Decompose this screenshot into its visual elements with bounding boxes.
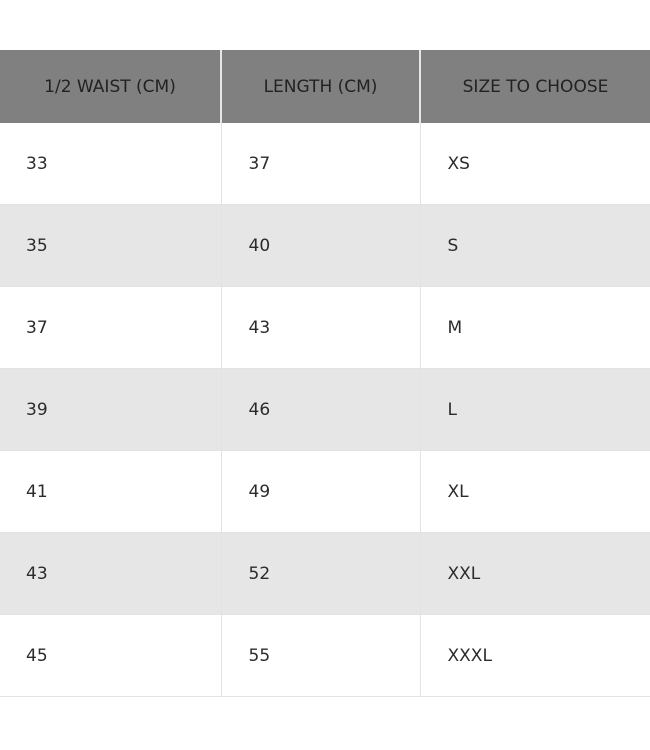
cell-size: L: [420, 368, 650, 451]
cell-length: 37: [221, 123, 421, 205]
cell-length: 43: [221, 286, 421, 369]
cell-length: 49: [221, 450, 421, 533]
cell-size: XXL: [420, 532, 650, 615]
size-chart-table: 1/2 WAIST (CM) LENGTH (CM) SIZE TO CHOOS…: [0, 50, 650, 697]
cell-waist: 43: [0, 532, 222, 615]
cell-length: 52: [221, 532, 421, 615]
table-row: 45 55 XXXL: [0, 614, 650, 697]
table-row: 39 46 L: [0, 368, 650, 451]
cell-waist: 35: [0, 204, 222, 287]
table-row: 37 43 M: [0, 286, 650, 369]
cell-waist: 33: [0, 123, 222, 205]
cell-length: 40: [221, 204, 421, 287]
cell-size: XXXL: [420, 614, 650, 697]
cell-length: 46: [221, 368, 421, 451]
table-row: 33 37 XS: [0, 123, 650, 205]
table-row: 35 40 S: [0, 204, 650, 287]
header-length: LENGTH (CM): [221, 50, 421, 123]
header-waist: 1/2 WAIST (CM): [0, 50, 222, 123]
table-row: 41 49 XL: [0, 450, 650, 533]
header-row: 1/2 WAIST (CM) LENGTH (CM) SIZE TO CHOOS…: [0, 50, 650, 123]
cell-waist: 41: [0, 450, 222, 533]
table-row: 43 52 XXL: [0, 532, 650, 615]
cell-length: 55: [221, 614, 421, 697]
header-size: SIZE TO CHOOSE: [420, 50, 650, 123]
cell-waist: 39: [0, 368, 222, 451]
cell-waist: 45: [0, 614, 222, 697]
cell-size: XS: [420, 123, 650, 205]
cell-size: M: [420, 286, 650, 369]
cell-size: S: [420, 204, 650, 287]
cell-waist: 37: [0, 286, 222, 369]
cell-size: XL: [420, 450, 650, 533]
